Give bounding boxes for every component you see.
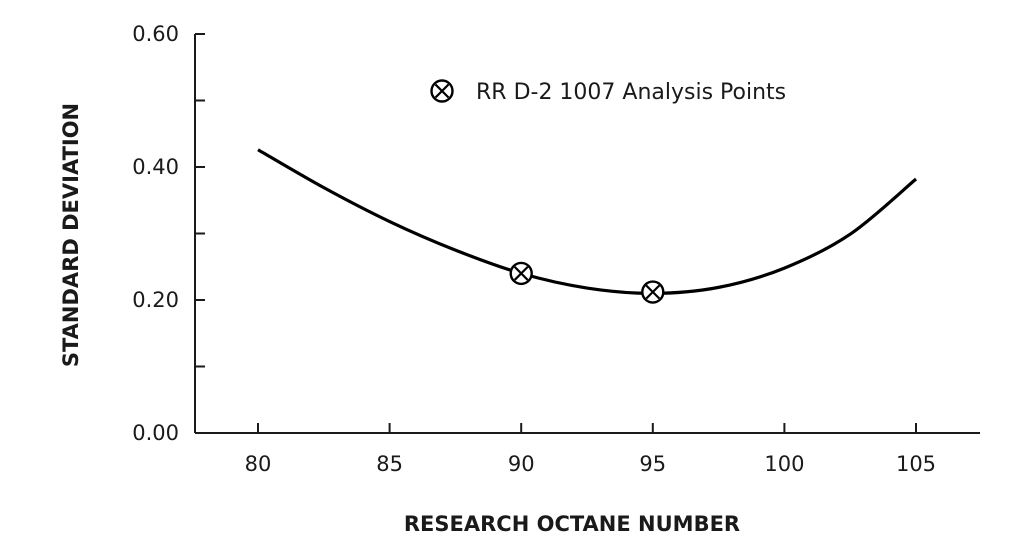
data-point [641,280,665,304]
legend-marker-icon [430,79,454,103]
x-tick-label: 100 [764,452,804,476]
fit-curve [257,148,918,295]
x-tick-label: 85 [376,452,403,476]
data-point [509,261,533,286]
x-tick-label: 90 [508,452,535,476]
x-axis-title: RESEARCH OCTANE NUMBER [404,512,740,536]
x-tick-label: 80 [245,452,272,476]
legend-marker-symbol [430,79,454,103]
y-tick-label: 0.20 [132,288,179,312]
x-tick-label: 95 [639,452,666,476]
y-axis-ticks: 0.00 0.20 0.40 0.60 [132,22,205,445]
legend: RR D-2 1007 Analysis Points [430,79,786,105]
y-axis-title: STANDARD DEVIATION [59,103,83,367]
legend-label: RR D-2 1007 Analysis Points [476,80,786,105]
x-axis-ticks: 80 85 90 95 100 105 [245,423,936,476]
y-tick-label: 0.00 [132,421,179,445]
y-tick-label: 0.40 [132,155,179,179]
analysis-points [509,261,665,304]
y-tick-label: 0.60 [132,22,179,46]
x-tick-label: 105 [896,452,936,476]
